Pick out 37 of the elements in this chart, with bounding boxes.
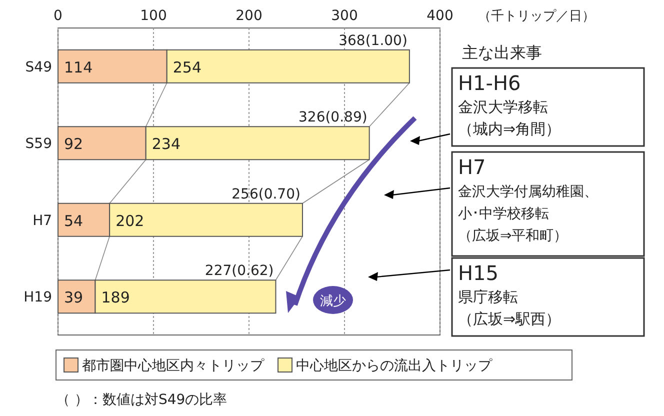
y-tick-label: H7 <box>32 212 52 229</box>
data-label: 234 <box>152 135 180 154</box>
data-label: 202 <box>116 212 144 230</box>
text: 金沢大学付属幼稚園、 <box>458 184 598 200</box>
text: H7 <box>458 155 486 179</box>
data-label: 254 <box>172 58 202 76</box>
text: 主な出来事 <box>462 43 542 62</box>
text: （広坂⇒駅西） <box>458 310 561 328</box>
text: （広坂⇒平和町） <box>458 228 568 244</box>
x-tick-label: 400 <box>426 8 454 24</box>
text: H1-H6 <box>458 71 521 95</box>
text: （千トリップ／日） <box>478 9 595 24</box>
data-label: 39 <box>64 288 84 307</box>
total-label: 256(0.70) <box>232 186 300 202</box>
data-label: 54 <box>64 212 84 230</box>
text: （城内⇒角間） <box>458 120 561 138</box>
data-label: 114 <box>64 58 93 76</box>
x-tick-label: 200 <box>236 8 262 24</box>
total-label: 227(0.62) <box>204 263 274 280</box>
text: （ ）：数値は対S49の比率 <box>56 392 228 408</box>
data-label: 92 <box>64 135 84 154</box>
x-tick-label: 300 <box>331 8 358 24</box>
annotation: 減少 <box>320 294 346 309</box>
total-label: 368(1.00) <box>338 32 408 49</box>
text: 金沢大学移転 <box>458 98 548 116</box>
text: 県庁移転 <box>458 288 518 306</box>
data-label: 189 <box>101 288 130 307</box>
y-tick-label: S49 <box>25 59 52 76</box>
total-label: 326(0.89) <box>298 110 368 126</box>
y-tick-label: H19 <box>24 290 52 306</box>
x-tick-label: 0 <box>54 8 62 24</box>
y-tick-label: S59 <box>25 136 52 152</box>
x-tick-label: 100 <box>140 8 167 24</box>
legend-label: 中心地区からの流出入トリップ <box>296 358 493 374</box>
text: 小･中学校移転 <box>458 206 549 222</box>
text: H15 <box>458 261 498 285</box>
legend-label: 都市圏中心地区内々トリップ <box>82 358 265 374</box>
